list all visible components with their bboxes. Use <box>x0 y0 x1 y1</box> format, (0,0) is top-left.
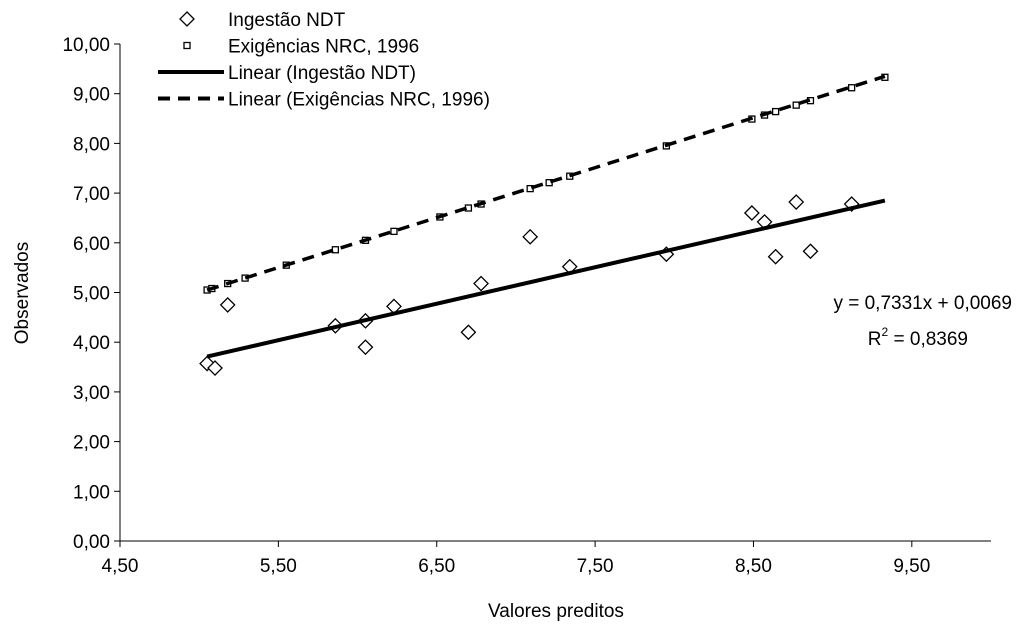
point <box>473 275 489 292</box>
r2-label: R <box>868 329 882 350</box>
point <box>788 194 805 210</box>
point <box>207 360 223 376</box>
y-tick-label: 4,00 <box>73 333 110 354</box>
legend-swatch <box>179 11 195 27</box>
y-tick-label: 5,00 <box>73 284 110 305</box>
x-axis-label: Valores preditos <box>488 601 624 622</box>
point <box>847 84 856 92</box>
y-tick-label: 8,00 <box>73 134 110 155</box>
point <box>802 243 819 260</box>
point <box>390 227 398 236</box>
y-tick-label: 7,00 <box>73 184 110 205</box>
r2-sup: 2 <box>882 325 889 339</box>
y-tick-label: 1,00 <box>73 482 110 503</box>
point <box>460 324 477 341</box>
point <box>522 228 539 245</box>
legend-label: Ingestão NDT <box>228 10 346 31</box>
y-tick-label: 2,00 <box>73 433 110 454</box>
point <box>219 297 236 313</box>
y-tick-label: 6,00 <box>73 234 110 255</box>
x-tick-label: 9,50 <box>893 556 930 577</box>
legend-label: Linear (Exigências NRC, 1996) <box>228 90 490 111</box>
point <box>743 205 760 221</box>
y-tick-label: 3,00 <box>73 383 110 404</box>
x-tick-label: 8,50 <box>735 556 772 577</box>
y-tick-label: 10,00 <box>62 35 110 56</box>
x-tick-label: 5,50 <box>260 556 297 577</box>
trend-line <box>206 198 886 359</box>
x-tick-label: 4,50 <box>102 556 139 577</box>
point <box>767 248 784 265</box>
legend-label: Linear (Ingestão NDT) <box>228 63 416 84</box>
point <box>771 107 780 116</box>
y-axis-label: Observados <box>12 242 33 344</box>
r-squared: R2 = 0,8369 <box>868 325 968 350</box>
equation: y = 0,7331x + 0,0069 <box>833 293 1012 314</box>
legend-swatch <box>183 41 191 50</box>
x-tick-label: 7,50 <box>577 556 614 577</box>
point <box>357 339 374 356</box>
r2-value: = 0,8369 <box>888 329 968 350</box>
x-tick-label: 6,50 <box>418 556 455 577</box>
legend-label: Exigências NRC, 1996 <box>228 37 419 58</box>
y-tick-label: 9,00 <box>73 85 110 106</box>
y-tick-label: 0,00 <box>73 532 110 553</box>
